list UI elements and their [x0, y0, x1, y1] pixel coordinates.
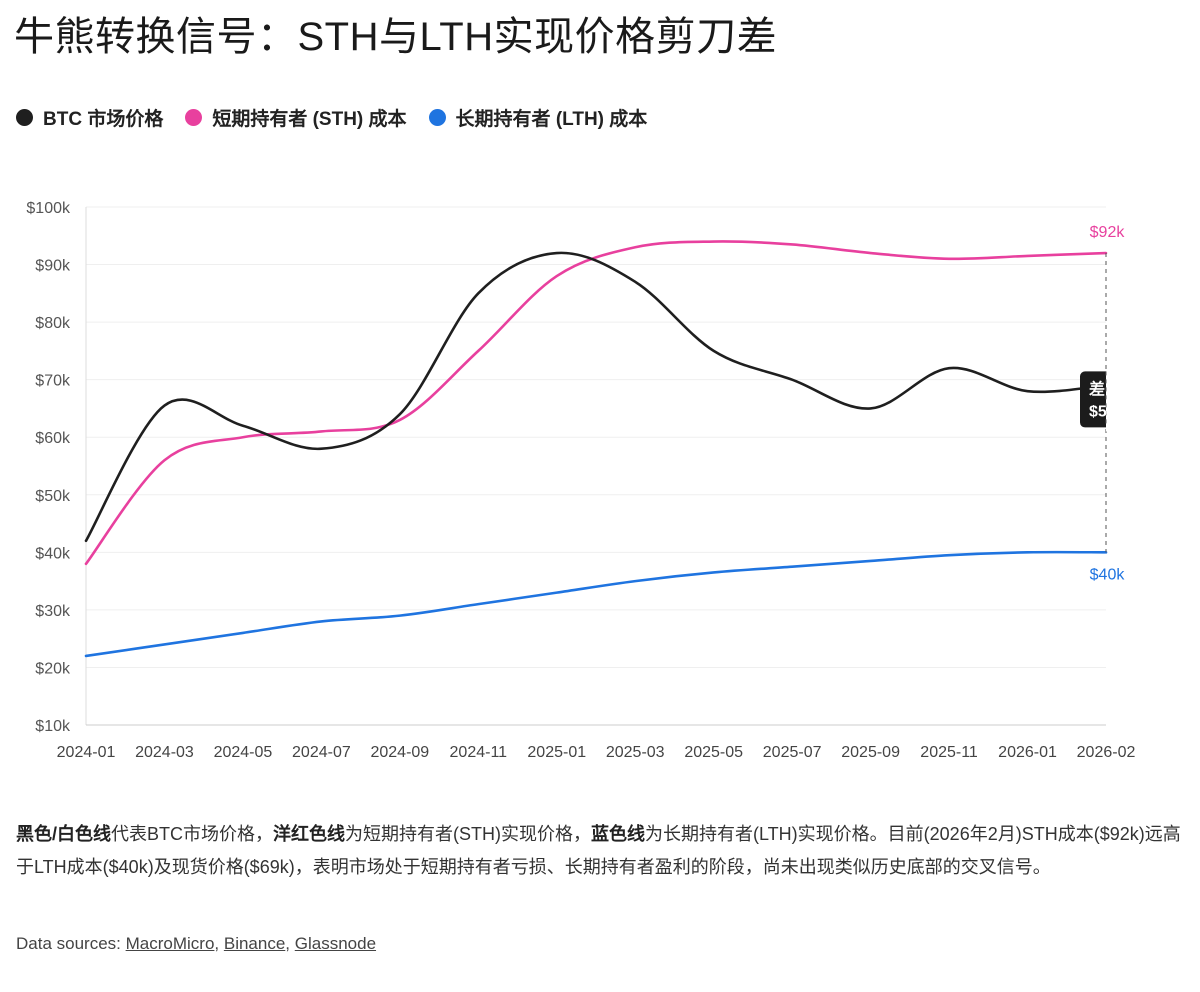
lth-end-label: $40k	[1090, 566, 1126, 583]
line-chart: $10k $20k $30k $40k $50k $60k $70k $80k $90k $100…	[26, 200, 1200, 761]
legend-dot-icon	[428, 109, 446, 126]
x-tick-label: 2024-03	[135, 744, 194, 761]
x-tick-label: 2025-11	[920, 744, 978, 761]
y-tick-label: $70k	[35, 373, 71, 390]
x-tick-label: 2025-01	[527, 744, 586, 761]
legend-label: 长期持有者 (LTH) 成本	[455, 109, 648, 130]
x-tick-label: 2025-03	[606, 744, 665, 761]
source-link-binance[interactable]: Binance	[223, 934, 286, 953]
y-tick-label: $80k	[35, 315, 71, 332]
chart-legend: BTC 市场价格 短期持有者 (STH) 成本 长期持有者 (LTH) 成本	[16, 104, 647, 131]
series-line-sth	[84, 240, 1108, 566]
legend-item-lth: 长期持有者 (LTH) 成本	[428, 104, 648, 131]
desc-bold: 蓝色线	[591, 824, 646, 844]
desc-text: 代表BTC市场价格，	[111, 824, 274, 844]
desc-bold: 黑色/白色线	[16, 824, 112, 844]
desc-bold: 洋红色线	[273, 824, 346, 844]
y-tick-label: $30k	[35, 603, 71, 620]
legend-item-btc: BTC 市场价格	[16, 104, 163, 131]
x-tick-label: 2024-05	[214, 744, 273, 761]
x-tick-label: 2024-09	[370, 744, 429, 761]
x-tick-label: 2024-01	[57, 744, 116, 761]
y-tick-label: $40k	[35, 545, 71, 562]
x-tick-label: 2025-09	[841, 744, 900, 761]
x-tick-label: 2025-05	[684, 744, 743, 761]
page-title: 牛熊转换信号：STH与LTH实现价格剪刀差	[14, 15, 778, 59]
legend-item-sth: 短期持有者 (STH) 成本	[185, 104, 407, 131]
x-tick-label: 2025-07	[763, 744, 822, 761]
y-tick-label: $50k	[35, 488, 71, 505]
legend-label: BTC 市场价格	[43, 109, 164, 130]
y-tick-label: $100k	[26, 200, 71, 217]
y-tick-label: $20k	[35, 660, 71, 677]
y-tick-label: $60k	[35, 430, 71, 447]
tooltip-line2: $5	[1089, 403, 1107, 420]
x-tick-label: 2024-07	[292, 744, 351, 761]
y-tick-label: $10k	[35, 718, 71, 735]
tooltip-clip	[1106, 369, 1200, 432]
x-tick-label: 2024-11	[450, 744, 508, 761]
series-line-lth	[84, 550, 1108, 658]
sth-end-label: $92k	[1090, 224, 1126, 241]
source-link-glassnode[interactable]: Glassnode	[294, 934, 377, 953]
x-tick-label: 2026-01	[998, 744, 1057, 761]
legend-dot-icon	[16, 109, 33, 126]
data-sources: Data sources: MacroMicro, Binance, Glass…	[16, 934, 377, 953]
chart-description: 黑色/白色线代表BTC市场价格，洋红色线为短期持有者(STH)实现价格，蓝色线为…	[16, 818, 1191, 884]
tooltip-line1: 差	[1089, 379, 1105, 398]
legend-label: 短期持有者 (STH) 成本	[212, 109, 407, 130]
sources-prefix: Data sources:	[16, 934, 126, 953]
source-link-macromicro[interactable]: MacroMicro	[125, 934, 215, 953]
x-tick-label: 2026-02	[1077, 744, 1136, 761]
y-tick-label: $90k	[35, 258, 71, 275]
desc-text: 为长期持有者(LTH)实现价格。目前(2026年2月)STH成本($92k)远高…	[16, 824, 1181, 877]
legend-dot-icon	[185, 109, 203, 126]
desc-text: 为短期持有者(STH)实现价格，	[345, 824, 592, 844]
series-line-btc	[84, 251, 1108, 543]
